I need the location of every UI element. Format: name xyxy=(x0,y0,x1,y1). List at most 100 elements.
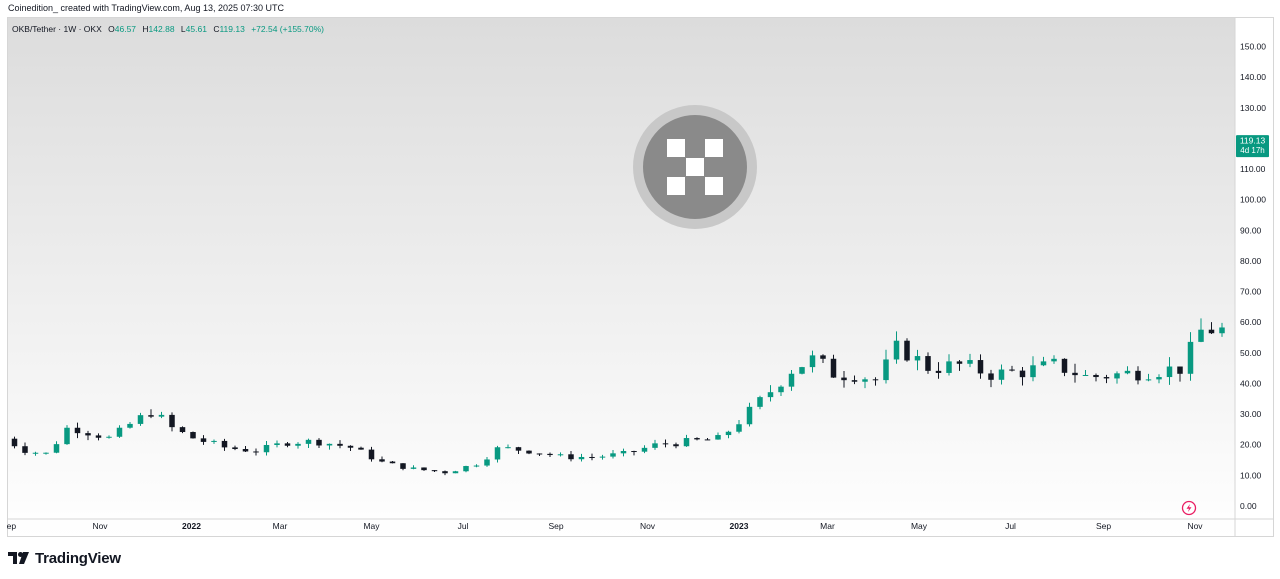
candle-body xyxy=(232,447,238,450)
last-price-badge: 119.13 4d 17h xyxy=(1236,135,1269,158)
candle-body xyxy=(400,463,406,469)
candle-body xyxy=(526,450,532,454)
chart-credit: Coinedition_ created with TradingView.co… xyxy=(8,3,285,13)
candle-body xyxy=(284,443,291,446)
candle-body xyxy=(295,443,301,446)
time-tick-label: Mar xyxy=(820,521,835,531)
time-tick-label: Nov xyxy=(1187,521,1203,531)
candle-body xyxy=(778,386,784,393)
candles-group xyxy=(11,318,1225,476)
candle-body xyxy=(85,433,91,436)
candle-body xyxy=(620,451,627,454)
candle-body xyxy=(830,358,837,378)
candle-body xyxy=(893,340,900,360)
candle-body xyxy=(452,471,459,474)
candle-body xyxy=(925,356,931,371)
candle-body xyxy=(358,447,364,450)
candle-body xyxy=(662,443,669,445)
candle-body xyxy=(967,360,973,364)
candle-body xyxy=(1051,358,1057,362)
price-tick-label: 140.00 xyxy=(1240,72,1266,82)
candle-body xyxy=(683,438,690,447)
candle-body xyxy=(64,427,70,445)
time-tick-label: Jul xyxy=(1005,521,1016,531)
candle-body xyxy=(274,443,280,445)
candle-body xyxy=(389,461,396,464)
time-tick-label: May xyxy=(363,521,380,531)
candle-body xyxy=(316,439,322,446)
symbol-name[interactable]: OKB/Tether · 1W · OKX xyxy=(12,24,102,34)
candle-body xyxy=(652,443,658,448)
candle-body xyxy=(32,452,39,454)
candle-body xyxy=(872,379,879,381)
candle-body xyxy=(263,444,270,453)
candle-body xyxy=(221,440,228,448)
time-tick-label: Mar xyxy=(273,521,288,531)
candle-body xyxy=(379,459,385,462)
tradingview-wordmark: TradingView xyxy=(35,549,121,567)
candle-body xyxy=(820,355,826,359)
candle-body xyxy=(74,427,81,434)
chart-frame[interactable]: 0.00 10.00 20.00 30.00 40.00 50.00 60.00 70.00 8… xyxy=(7,17,1274,537)
candle-body xyxy=(53,444,60,453)
candle-body xyxy=(158,414,165,417)
candle-body xyxy=(673,444,679,447)
candle-body xyxy=(725,431,732,436)
tradingview-branding[interactable]: TradingView xyxy=(8,548,121,568)
candle-body xyxy=(368,449,375,460)
candle-body xyxy=(1198,329,1204,342)
candle-body xyxy=(1208,329,1215,334)
candle-body xyxy=(799,367,805,374)
candle-body xyxy=(536,453,543,455)
time-tick-label: Sep xyxy=(1096,521,1111,531)
candle-body xyxy=(883,359,889,381)
candle-body xyxy=(1093,374,1099,378)
candle-body xyxy=(610,453,616,457)
last-price-badge-box xyxy=(1236,135,1269,158)
candle-body xyxy=(1061,358,1068,373)
candle-body xyxy=(1072,372,1078,376)
price-tick-label: 110.00 xyxy=(1240,164,1266,174)
candle-body xyxy=(1145,379,1152,381)
candle-body xyxy=(242,449,249,452)
candle-body xyxy=(746,406,753,425)
tradingview-logo-icon xyxy=(8,552,29,564)
candle-body xyxy=(757,397,763,407)
price-tick-label: 100.00 xyxy=(1240,195,1266,205)
close-label: C xyxy=(213,24,220,34)
candle-body xyxy=(484,459,490,466)
plot-background xyxy=(7,17,1235,537)
candle-body xyxy=(568,454,574,460)
price-axis-background xyxy=(1235,17,1274,537)
candle-body xyxy=(463,466,469,472)
candle-body xyxy=(704,439,711,441)
candle-body xyxy=(1114,373,1120,379)
candle-body xyxy=(473,465,480,467)
candle-body xyxy=(557,454,564,456)
time-tick-label: 2022 xyxy=(182,521,201,531)
candle-body xyxy=(1156,377,1162,380)
candle-body xyxy=(1030,365,1036,378)
candle-body xyxy=(1019,370,1026,378)
candle-body xyxy=(22,446,28,453)
lightning-icon[interactable] xyxy=(1181,500,1197,516)
open-label: O xyxy=(108,24,115,34)
price-tick-label: 150.00 xyxy=(1240,42,1266,52)
candle-body xyxy=(1009,369,1015,371)
candle-body xyxy=(347,445,354,448)
candle-body xyxy=(106,436,112,438)
candle-body xyxy=(1103,377,1110,379)
candle-body xyxy=(494,447,501,460)
open-value: 46.57 xyxy=(114,24,137,34)
candle-body xyxy=(505,447,511,449)
candlestick-chart[interactable]: 0.00 10.00 20.00 30.00 40.00 50.00 60.00 70.00 8… xyxy=(7,17,1274,537)
price-tick-label: 40.00 xyxy=(1240,378,1262,388)
candle-body xyxy=(148,415,154,417)
price-tick-label: 60.00 xyxy=(1240,317,1262,327)
frame-outline xyxy=(7,17,1274,537)
candle-body xyxy=(190,432,196,439)
candle-body xyxy=(305,439,312,444)
candle-body xyxy=(809,355,816,368)
candle-body xyxy=(1166,366,1173,378)
candle-body xyxy=(410,467,417,469)
